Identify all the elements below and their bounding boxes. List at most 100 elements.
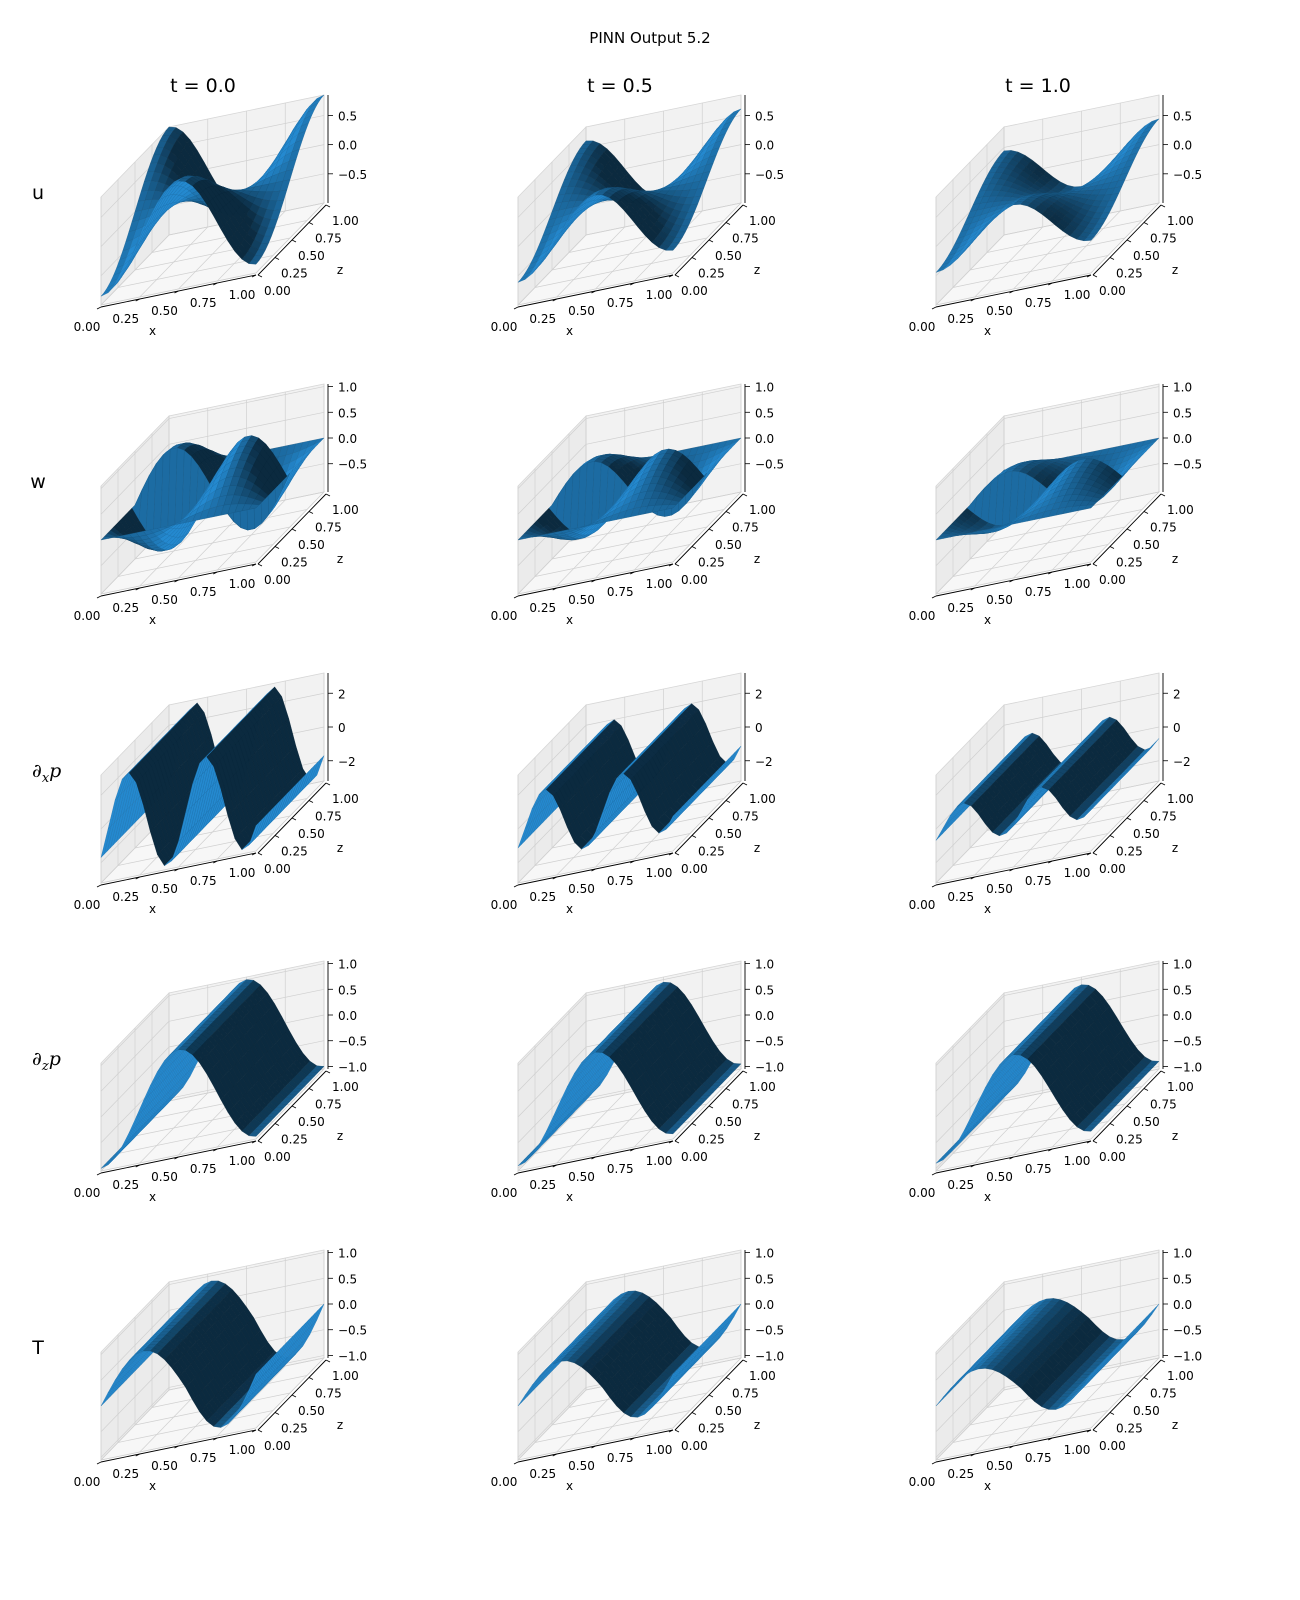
z-axis-tick-label: 1.00 — [749, 1080, 776, 1094]
value-tick-label: −1.0 — [1173, 1060, 1202, 1074]
axes: 0.000.250.500.751.00 0.000.250.500.751.00… — [909, 381, 1203, 627]
x-tick-label: 0.75 — [607, 1451, 634, 1465]
x-tick-label: 0.50 — [986, 1459, 1013, 1473]
x-axis-label: x — [149, 324, 156, 338]
x-tick-label: 0.25 — [947, 312, 974, 326]
surface-mesh — [517, 108, 742, 283]
x-tick-label: 0.75 — [190, 874, 217, 888]
z-axis-tick-label: 0.00 — [1099, 1439, 1126, 1453]
value-tick-label: −0.5 — [338, 168, 367, 182]
z-axis-tick-label: 0.50 — [298, 1115, 325, 1129]
column-titles: t = 0.0 t = 0.5 t = 1.0 — [170, 75, 1071, 97]
value-tick-label: −1.0 — [755, 1060, 784, 1074]
z-axis-tick-label: 0.50 — [715, 538, 742, 552]
z-axis-tick-label: 0.50 — [1133, 538, 1160, 552]
panel-grid: 0.000.250.500.751.00 0.000.250.500.751.00… — [74, 94, 1203, 1493]
x-axis-label: x — [149, 1190, 156, 1204]
value-tick-label: 0.5 — [755, 983, 774, 997]
z-axis-tick-label: 0.25 — [1116, 267, 1143, 281]
surface-panel: 0.000.250.500.751.00 0.000.250.500.751.00… — [491, 958, 785, 1204]
x-tick-label: 0.25 — [112, 1178, 139, 1192]
z-axis-label: z — [1172, 552, 1178, 566]
value-tick-label: 0.5 — [1173, 406, 1192, 420]
z-axis-tick-label: 0.25 — [1116, 1133, 1143, 1147]
surface-mesh — [935, 716, 1160, 841]
x-axis-label: x — [566, 324, 573, 338]
value-tick-label: 0.5 — [755, 1272, 774, 1286]
x-tick-label: 1.00 — [1064, 577, 1091, 591]
z-axis-tick-label: 0.00 — [264, 573, 291, 587]
x-tick-label: 0.75 — [1025, 874, 1052, 888]
value-tick-label: 1.0 — [755, 958, 774, 972]
x-tick-label: 0.25 — [947, 1178, 974, 1192]
x-tick-label: 0.50 — [568, 1170, 595, 1184]
value-tick-label: 0.0 — [755, 1298, 774, 1312]
value-tick-label: −0.5 — [1173, 168, 1202, 182]
x-tick-label: 0.00 — [909, 1475, 936, 1489]
z-axis-tick-label: 0.25 — [281, 1133, 308, 1147]
surface-mesh — [935, 984, 1160, 1164]
z-axis-tick-label: 0.25 — [281, 556, 308, 570]
surface-mesh — [100, 686, 325, 867]
z-axis-label: z — [754, 1418, 760, 1432]
row-label-sub: x — [42, 771, 50, 786]
value-tick-label: −1.0 — [338, 1349, 367, 1363]
surface-panel: 0.000.250.500.751.00 0.000.250.500.751.00… — [909, 381, 1203, 627]
x-tick-label: 0.75 — [190, 585, 217, 599]
value-tick-label: 0.0 — [338, 432, 357, 446]
value-tick-label: 0.5 — [1173, 1272, 1192, 1286]
x-tick-label: 0.75 — [607, 1162, 634, 1176]
x-tick-label: 1.00 — [646, 1443, 673, 1457]
value-tick-label: −0.5 — [1173, 458, 1202, 472]
z-axis-label: z — [337, 552, 343, 566]
row-label: ∂xp — [32, 760, 61, 786]
axes: 0.000.250.500.751.00 0.000.250.500.751.00… — [74, 381, 368, 627]
z-axis-tick-label: 0.75 — [315, 232, 342, 246]
surface-panel: 0.000.250.500.751.00 0.000.250.500.751.00… — [909, 958, 1203, 1204]
value-tick-label: 0.0 — [1173, 1298, 1192, 1312]
z-axis-tick-label: 1.00 — [1167, 1369, 1194, 1383]
z-axis-tick-label: 0.00 — [681, 573, 708, 587]
axes: 0.000.250.500.751.00 0.000.250.500.751.00… — [909, 1247, 1203, 1493]
x-tick-label: 0.00 — [491, 320, 518, 334]
x-tick-label: 0.00 — [74, 609, 101, 623]
surface-mesh — [935, 437, 1160, 541]
value-tick-label: −0.5 — [755, 1324, 784, 1338]
z-axis-label: z — [754, 552, 760, 566]
surface-panel: 0.000.250.500.751.00 0.000.250.500.751.00… — [491, 672, 776, 916]
x-tick-label: 1.00 — [229, 1443, 256, 1457]
z-axis-tick-label: 0.50 — [298, 538, 325, 552]
x-axis-label: x — [984, 324, 991, 338]
value-tick-label: −2 — [338, 755, 356, 769]
x-tick-label: 0.50 — [986, 1170, 1013, 1184]
z-axis-tick-label: 0.50 — [715, 1115, 742, 1129]
z-axis-tick-label: 1.00 — [749, 214, 776, 228]
z-axis-tick-label: 0.00 — [1099, 284, 1126, 298]
x-tick-label: 0.00 — [74, 320, 101, 334]
z-axis-tick-label: 1.00 — [332, 503, 359, 517]
z-axis-tick-label: 0.25 — [281, 267, 308, 281]
x-tick-label: 0.00 — [74, 1186, 101, 1200]
z-axis-tick-label: 0.00 — [264, 284, 291, 298]
axes: 0.000.250.500.751.00 0.000.250.500.751.00… — [74, 958, 368, 1204]
z-axis-tick-label: 1.00 — [332, 1369, 359, 1383]
z-axis-tick-label: 0.25 — [698, 556, 725, 570]
value-tick-label: 0 — [1173, 721, 1181, 735]
x-tick-label: 0.50 — [986, 882, 1013, 896]
z-axis-tick-label: 1.00 — [1167, 1080, 1194, 1094]
axes: 0.000.250.500.751.00 0.000.250.500.751.00… — [74, 1247, 368, 1493]
axes: 0.000.250.500.751.00 0.000.250.500.751.00… — [909, 958, 1203, 1204]
value-tick-label: 0.5 — [755, 406, 774, 420]
x-tick-label: 0.50 — [151, 1170, 178, 1184]
column-title: t = 0.0 — [170, 75, 236, 97]
value-tick-label: 1.0 — [338, 381, 357, 395]
x-tick-label: 0.00 — [74, 898, 101, 912]
value-tick-label: 0.0 — [1173, 432, 1192, 446]
x-tick-label: 0.25 — [112, 1467, 139, 1481]
surface-panel: 0.000.250.500.751.00 0.000.250.500.751.00… — [909, 94, 1202, 338]
z-axis-tick-label: 0.25 — [1116, 1422, 1143, 1436]
x-axis-label: x — [149, 613, 156, 627]
figure-title: PINN Output 5.2 — [589, 29, 710, 47]
value-tick-label: 0.0 — [338, 139, 357, 153]
